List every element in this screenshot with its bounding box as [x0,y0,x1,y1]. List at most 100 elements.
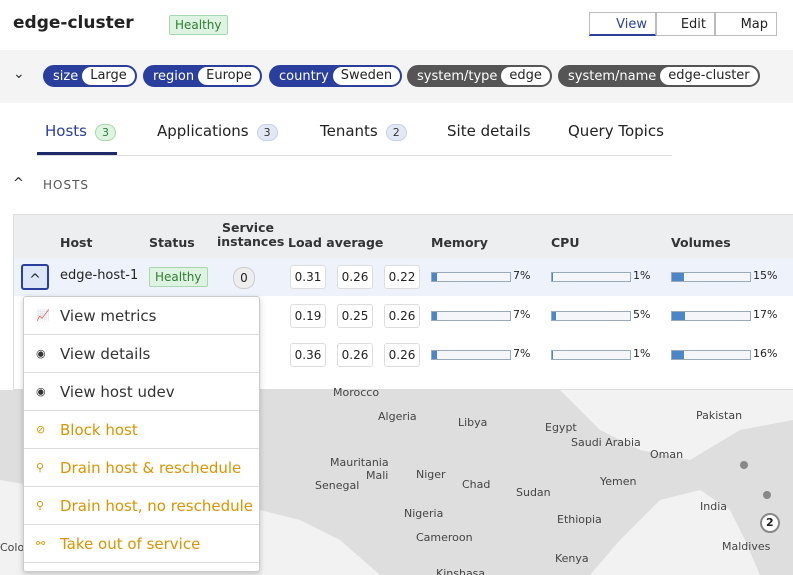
label-key: size [53,68,79,84]
volumes-label: 17% [753,308,778,321]
memory-bar [431,311,511,321]
map-place: Kenya [555,552,589,565]
label-value: Sweden [332,67,401,85]
host-status: Healthy [149,267,208,287]
view-button[interactable]: Edit [656,12,715,36]
menu-icon: ⚲ [36,499,45,512]
label-key: system/name [568,68,657,84]
map-cluster: 2 [766,516,774,529]
label-pill: system/type edge [407,65,552,87]
map-place: Ethiopia [557,513,602,526]
tab[interactable]: Tenants 2 [320,122,407,141]
column-header: Volumes [671,235,731,250]
map-place: Mauritania [330,456,389,469]
cpu-bar [551,311,631,321]
memory-label: 7% [513,347,531,360]
cpu-label: 1% [633,269,651,282]
service-count: 0 [233,267,255,289]
menu-item[interactable]: View details ◉ [24,335,259,373]
menu-icon: ◉ [36,385,46,398]
volumes-fill [672,351,685,359]
tab-label[interactable]: Hosts [45,122,87,140]
label-pill: country Sweden [269,65,403,87]
volumes-label: 15% [753,269,778,282]
tab-label[interactable]: Applications [157,122,249,140]
menu-item[interactable]: View metrics 📈 [24,297,259,335]
volumes-fill [672,312,686,320]
menu-item[interactable]: Drain host, no reschedule ⚲ [24,487,259,525]
load-value: 0.26 [384,304,420,328]
expand-button[interactable]: ^ [21,264,49,290]
column-header: Load average [288,235,384,250]
label-pill: system/name edge-cluster [558,65,760,87]
tab-label[interactable]: Site details [447,122,531,140]
menu-icon: ◉ [36,347,46,360]
tab-rule [37,155,672,156]
tab-count: 3 [256,124,278,141]
column-header: Host [60,235,93,250]
tab-label[interactable]: Tenants [320,122,378,140]
table-header [14,215,793,258]
context-menu: View metrics 📈 View details ◉ View host udev… [23,296,260,572]
load-value: 0.19 [290,304,326,328]
map-place: Yemen [600,475,637,488]
cpu-fill [552,312,556,320]
map-place: Senegal [315,479,360,492]
label-pill: region Europe [143,65,262,87]
volumes-label: 16% [753,347,778,360]
load-value: 0.26 [384,343,420,367]
menu-icon: ⊘ [36,423,46,436]
menu-item[interactable]: Block host ⊘ [24,411,259,449]
cpu-label: 1% [633,347,651,360]
map-place: Niger [416,468,446,481]
memory-bar [431,272,511,282]
label-value: edge [501,67,550,85]
map-place: Algeria [378,410,417,423]
menu-item[interactable]: Drain host & reschedule ⚲ [24,449,259,487]
view-button[interactable]: View [589,12,656,36]
label-key: region [153,68,195,84]
menu-icon: ⚲ [36,461,45,474]
tab[interactable]: Query Topics [568,122,664,140]
memory-bar [431,350,511,360]
map-place: Chad [462,478,491,491]
map-place: Libya [458,416,488,429]
load-value: 0.22 [384,265,420,289]
load-value: 0.26 [337,265,373,289]
view-button[interactable]: Map [715,12,777,36]
label-value: Europe [198,67,260,85]
tab[interactable]: Site details [447,122,531,140]
section-title: HOSTS [43,178,90,192]
label-key: country [279,68,329,84]
status-badge: Healthy [169,15,228,35]
load-value: 0.31 [290,265,326,289]
cpu-fill [552,273,553,281]
label-value: edge-cluster [660,67,758,85]
column-header: Service instances [217,220,285,249]
tab-underline [37,152,117,155]
label-pill: size Large [43,65,137,87]
page-title: edge-cluster [13,13,134,33]
load-value: 0.36 [290,343,326,367]
menu-item[interactable]: View host udev ◉ [24,373,259,411]
tab-count: 2 [385,124,407,141]
tab-label[interactable]: Query Topics [568,122,664,140]
collapse-icon: ⌄ [13,66,25,82]
tab[interactable]: Hosts 3 [45,122,116,141]
host-name: edge-host-1 [60,268,139,283]
map-place: Nigeria [404,507,444,520]
label-key: system/type [417,68,498,84]
cpu-label: 5% [633,308,651,321]
menu-item[interactable]: Take out of service ⚯ [24,525,259,563]
volumes-bar [671,350,751,360]
volumes-fill [672,273,684,281]
map-place: Mali [366,469,389,482]
menu-icon: 📈 [36,309,50,322]
column-header: Memory [431,235,488,250]
label-value: Large [82,67,135,85]
load-value: 0.25 [337,304,373,328]
cpu-bar [551,272,631,282]
menu-icon: ⚯ [36,537,46,550]
tab[interactable]: Applications 3 [157,122,278,141]
memory-fill [432,351,438,359]
